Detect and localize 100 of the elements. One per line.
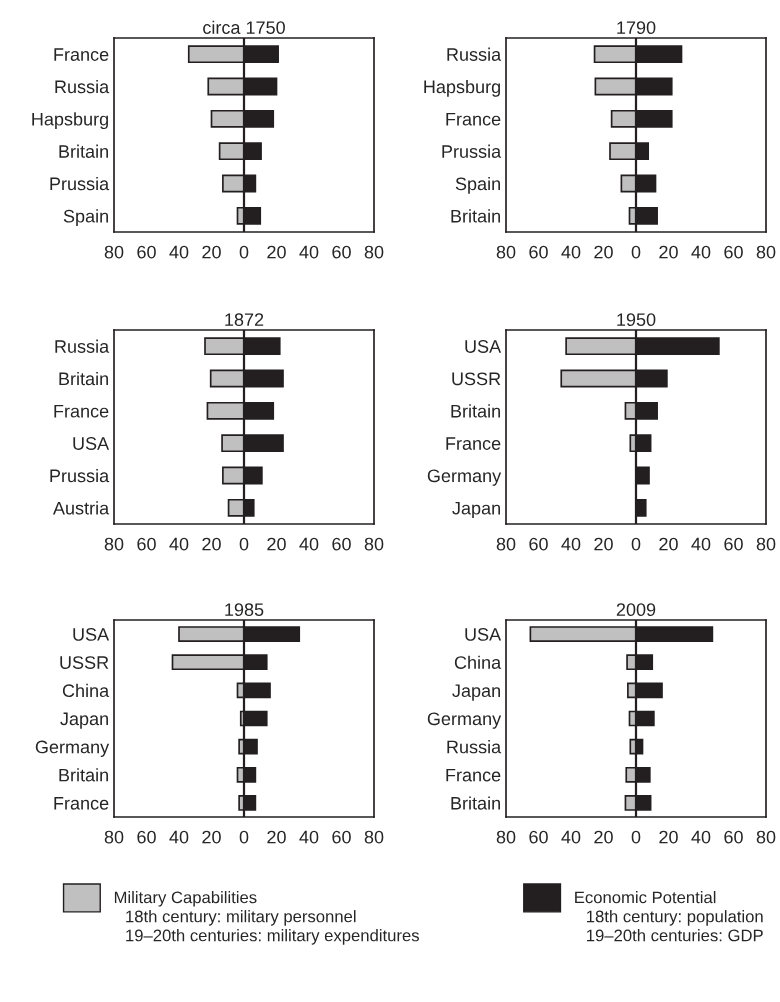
x-tick-label: 40 — [561, 537, 581, 551]
x-tick-label: 0 — [239, 830, 249, 844]
x-tick-label: 40 — [691, 830, 711, 844]
y-tick-label: Japan — [60, 712, 108, 729]
y-tick-label: Britain — [451, 796, 500, 810]
chart-title: circa 1750 — [203, 20, 285, 35]
y-tick-label: Britain — [451, 404, 500, 418]
x-tick-label: 60 — [332, 537, 351, 551]
x-tick-label: 40 — [561, 245, 581, 259]
y-tick-label: USA — [465, 340, 502, 353]
x-tick-label: 0 — [631, 537, 641, 551]
x-tick-label: 80 — [756, 245, 776, 259]
x-tick-label: 60 — [332, 245, 351, 259]
x-tick-label: 80 — [364, 245, 384, 259]
y-tick-label: Austria — [52, 501, 110, 515]
y-tick-label: Britain — [59, 371, 108, 386]
legend-label: Military Capabilities — [114, 891, 257, 907]
y-tick-label: Prussia — [442, 144, 502, 158]
x-tick-label: 60 — [332, 830, 351, 844]
y-tick-label: Japan — [452, 501, 500, 519]
x-tick-label: 60 — [724, 537, 743, 551]
text: 19–20th centuries: military expenditures — [126, 929, 419, 945]
y-tick-label: Russia — [447, 740, 502, 754]
y-tick-label: USA — [73, 437, 110, 450]
x-tick-label: 20 — [659, 830, 678, 844]
x-tick-label: 80 — [496, 830, 516, 844]
y-tick-label: China — [454, 655, 502, 669]
y-tick-label: Germany — [427, 469, 502, 486]
y-tick-label: Hapsburg — [424, 79, 500, 97]
x-tick-label: 40 — [299, 537, 319, 551]
y-tick-label: France — [54, 797, 109, 810]
y-tick-label: France — [446, 768, 501, 782]
x-tick-label: 40 — [299, 245, 319, 259]
x-tick-label: 40 — [169, 830, 189, 844]
x-tick-label: 80 — [104, 830, 124, 844]
x-tick-label: 80 — [496, 245, 516, 259]
chart-title: 2009 — [616, 603, 656, 617]
y-tick-label: Russia — [55, 79, 110, 94]
chart-title: 1985 — [225, 603, 264, 617]
x-tick-label: 60 — [529, 537, 548, 551]
x-tick-label: 20 — [659, 537, 678, 551]
y-tick-label: Prussia — [50, 176, 110, 191]
x-tick-label: 60 — [137, 830, 156, 844]
y-tick-label: Germany — [427, 712, 502, 729]
x-tick-label: 20 — [202, 537, 221, 551]
x-tick-label: 20 — [594, 245, 613, 259]
y-tick-label: France — [54, 404, 109, 418]
y-tick-label: Prussia — [50, 468, 110, 483]
x-tick-label: 80 — [104, 245, 124, 259]
chart-title: 1950 — [617, 313, 656, 327]
x-tick-label: 40 — [299, 830, 319, 844]
x-tick-label: 40 — [169, 537, 189, 551]
x-tick-label: 0 — [631, 245, 641, 259]
x-tick-label: 80 — [104, 537, 124, 551]
x-tick-label: 40 — [561, 830, 581, 844]
x-tick-label: 80 — [364, 830, 384, 844]
x-tick-label: 0 — [239, 245, 249, 259]
x-tick-label: 0 — [239, 537, 249, 551]
y-tick-label: Germany — [35, 740, 110, 757]
y-tick-label: USA — [73, 628, 110, 641]
x-tick-label: 60 — [724, 830, 743, 844]
y-tick-label: USA — [465, 628, 502, 641]
y-tick-label: Hapsburg — [32, 112, 108, 130]
y-tick-label: France — [446, 437, 501, 450]
x-tick-label: 40 — [169, 245, 189, 259]
x-tick-label: 20 — [202, 830, 221, 844]
x-tick-label: 20 — [594, 537, 613, 551]
y-tick-label: Russia — [55, 339, 110, 353]
y-tick-label: Spain — [455, 176, 500, 194]
y-tick-label: Britain — [59, 768, 108, 782]
x-tick-label: 60 — [529, 245, 548, 259]
x-tick-label: 20 — [659, 245, 678, 259]
x-tick-label: 20 — [267, 537, 286, 551]
y-tick-label: China — [62, 683, 110, 698]
x-tick-label: 60 — [137, 537, 156, 551]
y-tick-label: Britain — [59, 144, 108, 158]
x-tick-label: 60 — [529, 830, 548, 844]
x-tick-label: 20 — [202, 245, 221, 259]
chart-title: 1790 — [617, 21, 656, 35]
x-tick-label: 0 — [631, 830, 641, 844]
x-tick-label: 80 — [496, 537, 516, 551]
x-tick-label: 60 — [724, 245, 743, 259]
chart-title: 1872 — [225, 313, 264, 327]
text: 18th century: population — [587, 910, 763, 926]
y-tick-label: Spain — [63, 209, 108, 227]
x-tick-label: 80 — [364, 537, 384, 551]
x-tick-label: 80 — [756, 830, 776, 844]
x-tick-label: 20 — [594, 830, 613, 844]
y-tick-label: USSR — [452, 372, 501, 386]
y-tick-label: Britain — [451, 209, 500, 223]
y-tick-label: Russia — [447, 47, 502, 61]
x-tick-label: 40 — [691, 245, 711, 259]
y-tick-label: France — [54, 48, 109, 61]
text: 19–20th centuries: GDP — [587, 929, 763, 942]
x-tick-label: 20 — [267, 830, 286, 844]
x-tick-label: 20 — [267, 245, 286, 259]
y-tick-label: Japan — [452, 684, 500, 701]
x-tick-label: 60 — [137, 245, 156, 259]
x-tick-label: 40 — [691, 537, 711, 551]
y-tick-label: France — [446, 112, 501, 126]
